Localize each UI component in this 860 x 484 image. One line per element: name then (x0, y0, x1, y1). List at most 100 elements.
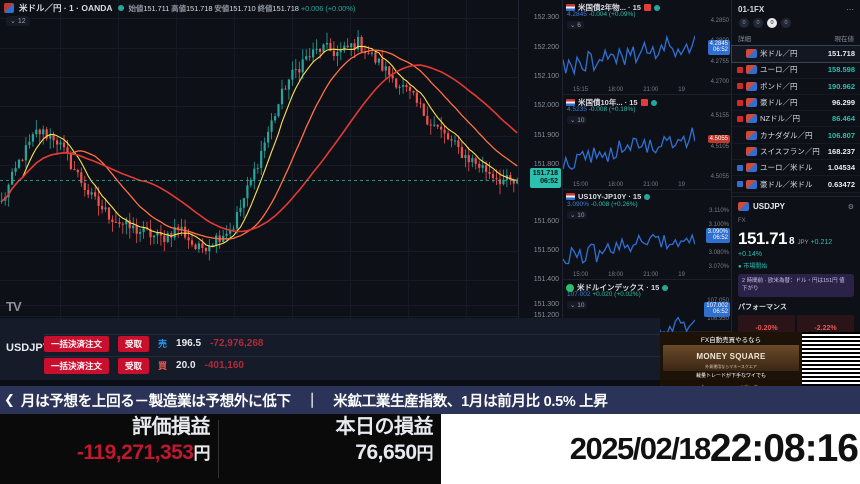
mini-chart[interactable]: 米国債2年物... · 15 4.2845 -0.004 (+0.09%) ⌄ 6 4… (563, 0, 731, 95)
detail-price-sup: 8 (789, 236, 795, 247)
mini-time-tick: 18:00 (608, 87, 624, 93)
row-symbol-name: ポンド／円 (760, 81, 798, 91)
order-profit-loss: -401,160 (204, 360, 244, 371)
mini-price-tick: 3.070% (708, 264, 729, 270)
watchlist-row[interactable]: 米ドル／円 151.718 (731, 44, 860, 64)
advertisement-banner[interactable]: FX自動売買やるなら MONEY SQUARE 外貨運用ならマネースクエア 裁量… (660, 332, 860, 398)
detail-market-status: ● 市場開始 (738, 264, 768, 270)
ticker-prev-icon[interactable]: ❮ (4, 392, 15, 407)
performance-row: -0.20% -2.22% (738, 314, 854, 337)
mini-chart-values: 4.5235 -0.008 (+0.18%) (567, 106, 636, 113)
mini-price-tick: 3.100% (708, 222, 729, 228)
mini-chart-title[interactable]: 米ドルインデックス · 15 (577, 283, 660, 292)
detail-settings-icon[interactable]: ⚙ (847, 203, 854, 211)
row-pair-icon (746, 146, 757, 156)
candlestick-chart (0, 30, 519, 261)
ad-line-3: 裁量トレードが下手なワイでも (695, 373, 766, 379)
row-price: 96.299 (832, 98, 855, 108)
mini-time-tick: 21:00 (643, 272, 659, 278)
mini-chart-title[interactable]: 米国債10年... · 15 (578, 98, 638, 107)
watchlist-row[interactable]: 豪ドル／米ドル 0.63472 (732, 176, 860, 193)
news-ticker[interactable]: ❮ 月は予想を上回る－製造業は予想外に低下 ｜ 米鉱工業生産指数、1月は前月比 … (0, 386, 860, 414)
bulk-settle-button[interactable]: 一括決済注文 (44, 335, 110, 352)
mini-time-tick: 19 (678, 182, 685, 188)
ma-indicator-row[interactable]: ⌄ 12 (6, 16, 30, 26)
mini-chart[interactable]: US10Y-JP10Y · 15 3.090% -0.008 (+0.26%) ⌄ … (563, 190, 731, 280)
ad-brand: MONEY SQUARE (696, 352, 766, 361)
watchlist-row[interactable]: ユーロ／米ドル 1.04534 (732, 160, 860, 177)
chart-price-axis[interactable]: 152.300 152.200 152.100 152.000 151.900 151.8… (518, 0, 562, 319)
row-flag-spacer (737, 51, 743, 57)
row-pair-icon (746, 130, 757, 140)
mini-current-badge: 4.2845 06:52 (707, 39, 730, 56)
row-flag-icon (737, 181, 743, 188)
chart-symbol-title[interactable]: 米ドル／円 · 1 · OANDA (19, 3, 113, 13)
row-price: 151.718 (827, 49, 855, 59)
mini-ma-indicator[interactable]: ⌄ 10 (567, 301, 588, 309)
detail-change-pct: +0.14% (738, 251, 762, 258)
mini-chart-title[interactable]: US10Y-JP10Y · 15 (578, 192, 642, 201)
row-symbol-name: NZドル／円 (760, 114, 800, 124)
row-flag-icon (737, 83, 743, 90)
mini-flag-icon (566, 283, 574, 292)
watchlist-row[interactable]: NZドル／円 86.464 (732, 111, 860, 128)
bulk-settle-button[interactable]: 一括決済注文 (44, 357, 110, 374)
watchlist-page-dot[interactable]: 0 (753, 18, 763, 28)
price-tick: 152.000 (533, 102, 559, 109)
today-pl-unit: 円 (416, 444, 434, 463)
mini-alert-icon (640, 99, 648, 106)
row-flag-icon (737, 66, 743, 73)
performance-label: パフォーマンス (738, 303, 787, 311)
mini-price-tick: 107.050 (707, 298, 729, 304)
receive-button[interactable]: 受取 (118, 357, 150, 374)
watchlist-menu-icon[interactable]: ⋯ (846, 5, 854, 14)
mini-ma-indicator[interactable]: ⌄ 10 (567, 211, 588, 219)
price-tick: 151.400 (533, 276, 559, 283)
row-pair-icon (746, 49, 757, 59)
receive-button[interactable]: 受取 (118, 335, 150, 352)
mini-time-tick: 15:00 (573, 272, 589, 278)
watchlist-header[interactable]: 01-1FX ⋯ (732, 0, 860, 16)
mini-chart-title[interactable]: 米国債2年物... · 15 (578, 3, 641, 12)
watchlist-row[interactable]: カナダダル／円 106.807 (732, 127, 860, 144)
ad-content: FX自動売買やるなら MONEY SQUARE 外貨運用ならマネースクエア 裁量… (660, 332, 802, 398)
mini-time-tick: 18:00 (608, 272, 624, 278)
order-quantity: 20.0 (176, 360, 196, 371)
detail-change: +0.212 (810, 239, 833, 246)
detail-market-type: FX (738, 218, 746, 224)
watchlist-page-dot[interactable]: 0 (739, 18, 749, 28)
symbol-flag-icon (4, 3, 14, 13)
detail-status-text: 市場開始 (743, 264, 768, 270)
watchlist-page-dot[interactable]: 0 (767, 18, 777, 28)
today-pl-number: 76,650 (355, 441, 417, 464)
order-row[interactable]: 一括決済注文 受取買 20.0 -401,160 (44, 356, 660, 374)
row-symbol-name: 米ドル／円 (760, 49, 798, 59)
order-row[interactable]: 一括決済注文 受取売 196.5 -72,976,268 (44, 334, 660, 352)
chart-header: 米ドル／円 · 1 · OANDA 始値151.711 高値151.718 安値… (4, 2, 355, 14)
watchlist-columns: 詳細 現在値 (732, 32, 860, 46)
mini-chart[interactable]: 米国債10年... · 15 4.5235 -0.008 (+0.18%) ⌄ 10… (563, 95, 731, 190)
open-value: 151.711 (143, 3, 170, 13)
mini-ma-indicator[interactable]: ⌄ 6 (567, 21, 584, 29)
watchlist-page-dot[interactable]: 0 (781, 18, 791, 28)
qr-code-icon[interactable] (802, 332, 860, 390)
mini-time-tick: 21:00 (643, 182, 659, 188)
main-chart-panel[interactable]: 米ドル／円 · 1 · OANDA 始値151.711 高値151.718 安値… (0, 0, 563, 319)
high-value: 151.718 (185, 3, 213, 13)
detail-price-block: 151.71 8 JPY +0.212 +0.14% (738, 229, 854, 258)
mini-ma-indicator[interactable]: ⌄ 10 (567, 116, 588, 124)
row-flag-icon (737, 115, 743, 122)
unrealized-pl-number: -119,271,353 (76, 441, 194, 464)
row-flag-spacer (737, 132, 743, 138)
mini-time-tick: 19 (678, 87, 685, 93)
watchlist-row[interactable]: スイスフラン／円 168.237 (732, 144, 860, 161)
watchlist-row[interactable]: ポンド／円 190.962 (732, 79, 860, 95)
low-label: 安値 (214, 3, 230, 13)
watchlist-title[interactable]: 01-1FX (738, 5, 765, 14)
detail-news-item[interactable]: 2 時間前 · 欧米為替：ドル・円は151円 値下がり (738, 274, 854, 297)
watchlist-row[interactable]: ユーロ／円 158.598 (732, 62, 860, 79)
watchlist-row[interactable]: 豪ドル／円 96.299 (732, 95, 860, 112)
ad-brand-sub: 外貨運用ならマネースクエア (705, 364, 757, 369)
mini-flag-icon (566, 4, 575, 11)
